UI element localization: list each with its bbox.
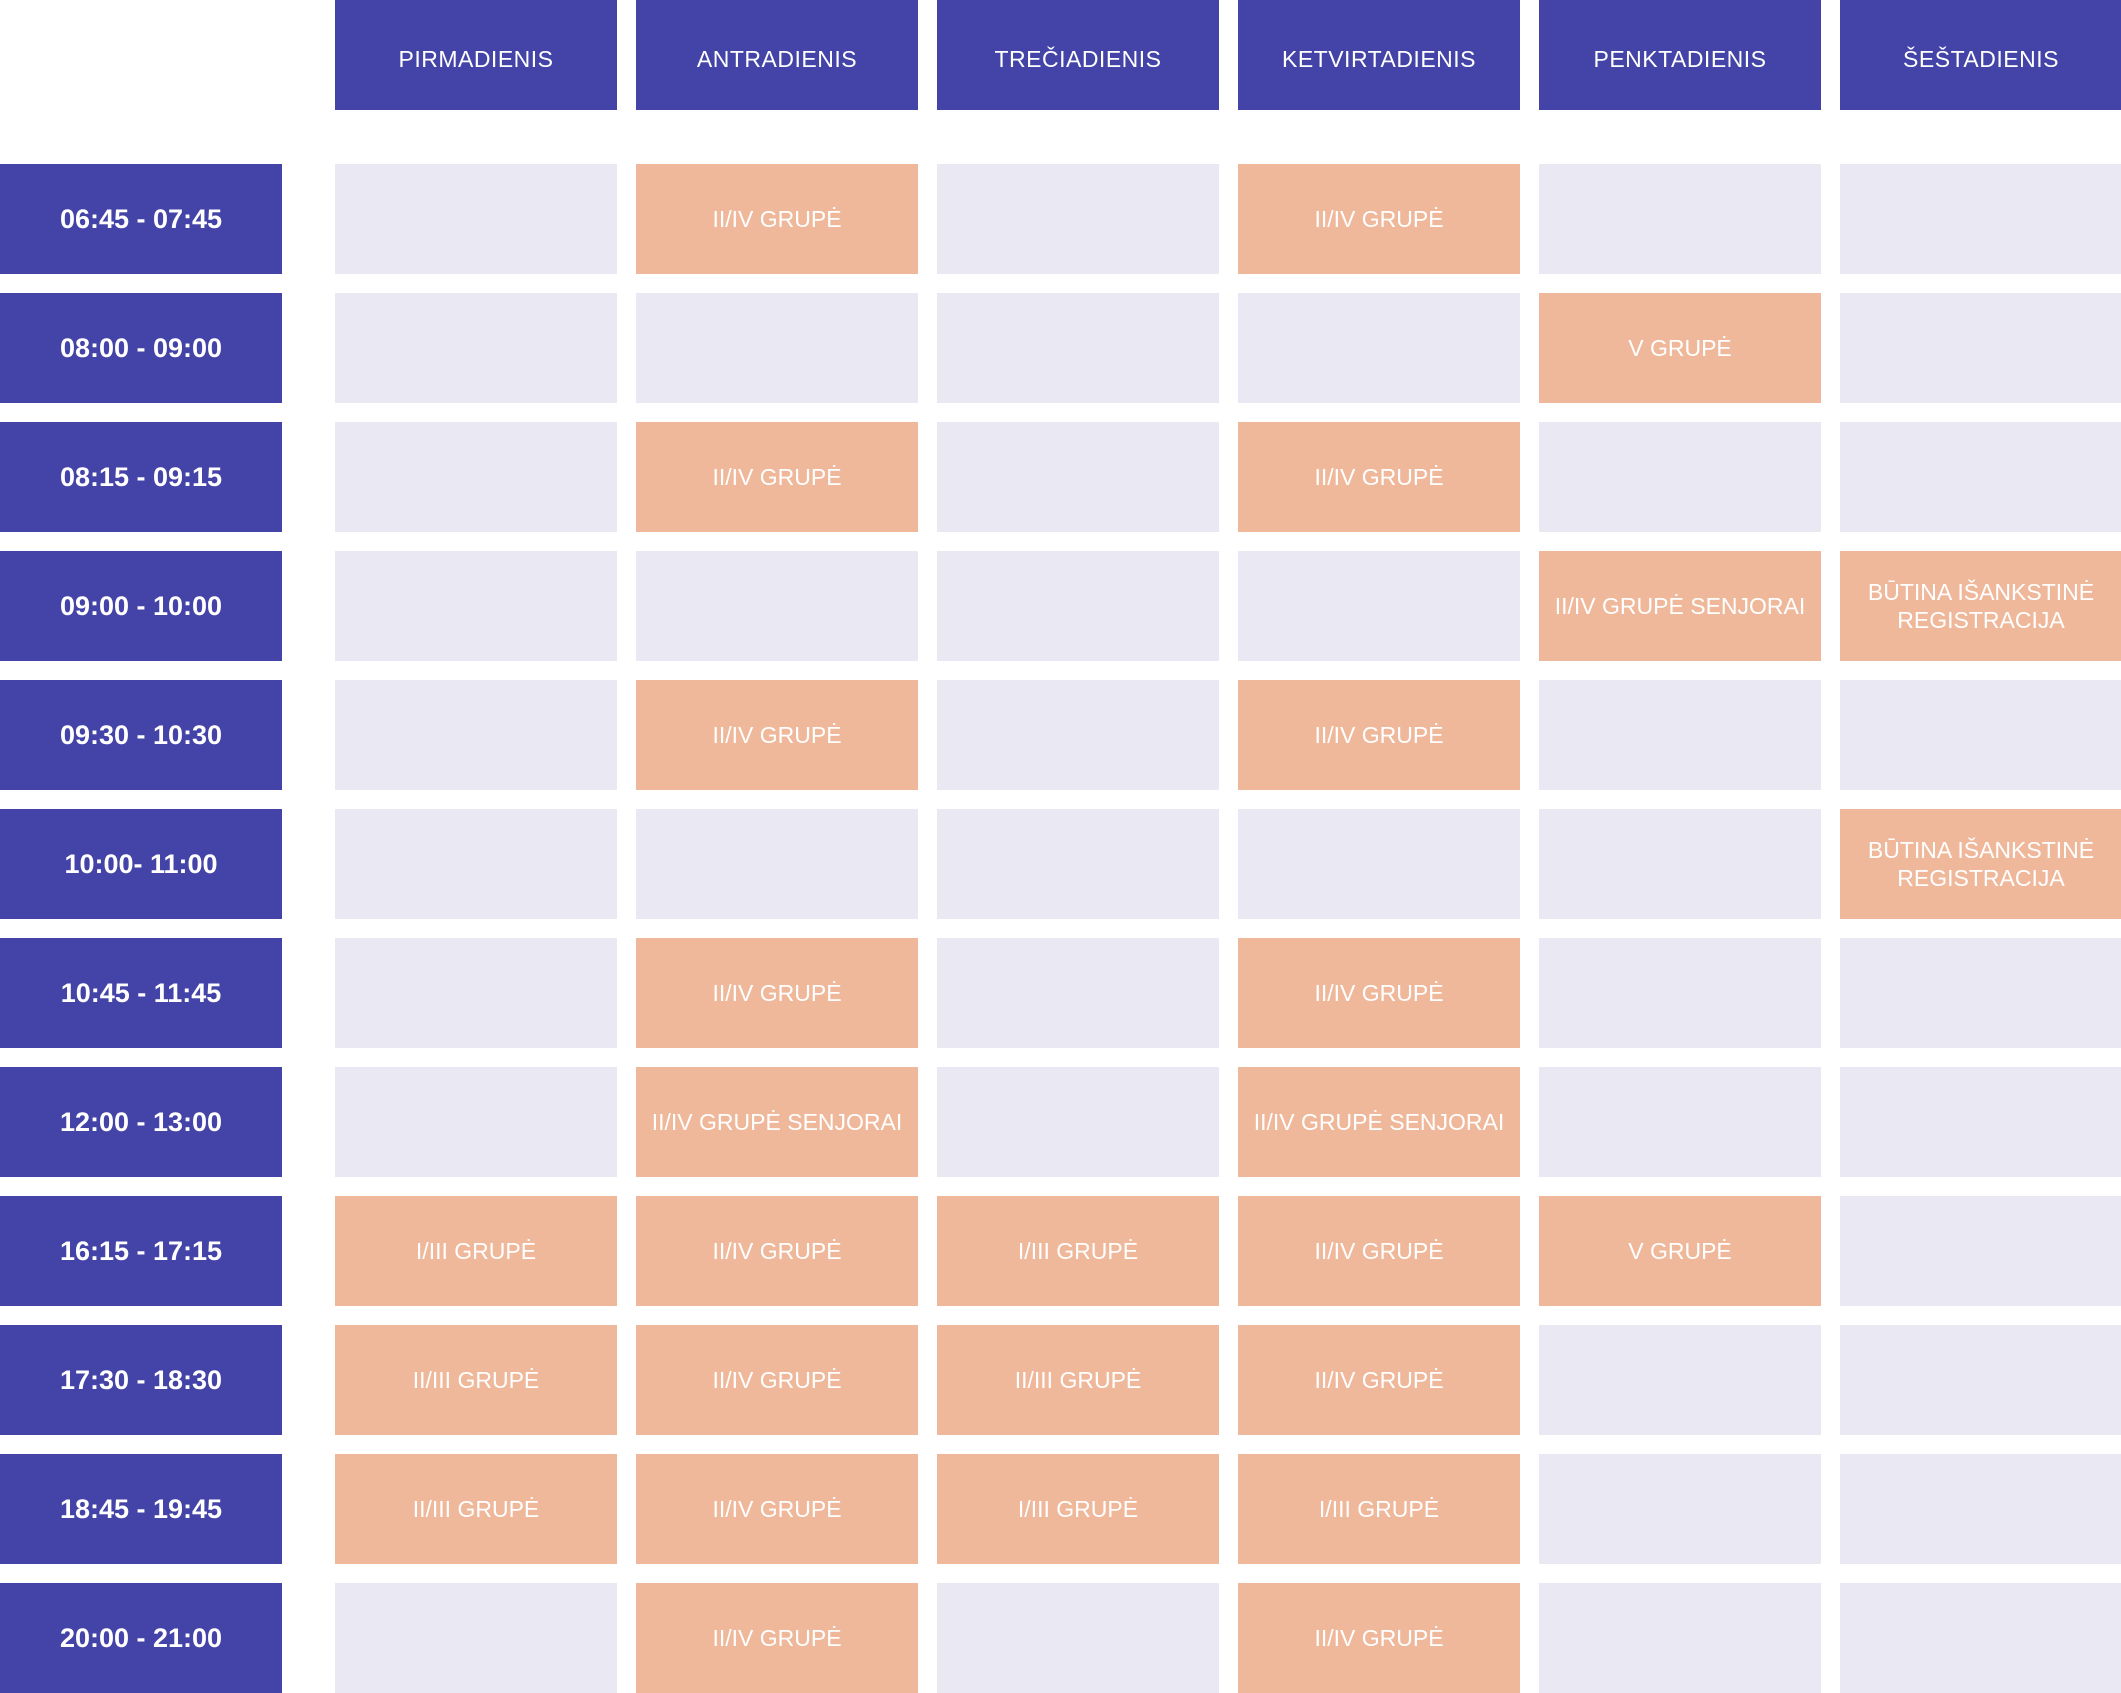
empty-schedule-cell xyxy=(1238,293,1520,403)
empty-schedule-cell xyxy=(1539,1325,1821,1435)
day-header-treciadienis: TREČIADIENIS xyxy=(937,0,1219,110)
empty-schedule-cell xyxy=(1840,422,2121,532)
empty-schedule-cell xyxy=(1238,809,1520,919)
empty-schedule-cell xyxy=(1840,1454,2121,1564)
empty-schedule-cell xyxy=(335,551,617,661)
time-slot-label: 18:45 - 19:45 xyxy=(0,1454,282,1564)
time-slot-label: 09:00 - 10:00 xyxy=(0,551,282,661)
empty-schedule-cell xyxy=(335,938,617,1048)
class-session-cell[interactable]: II/III GRUPĖ xyxy=(335,1454,617,1564)
class-session-cell[interactable]: BŪTINA IŠANKSTINĖ REGISTRACIJA xyxy=(1840,551,2121,661)
empty-schedule-cell xyxy=(1539,422,1821,532)
empty-schedule-cell xyxy=(335,680,617,790)
empty-schedule-cell xyxy=(1539,1583,1821,1693)
class-session-cell[interactable]: II/IV GRUPĖ xyxy=(1238,938,1520,1048)
empty-schedule-cell xyxy=(937,293,1219,403)
class-session-cell[interactable]: II/IV GRUPĖ xyxy=(636,938,918,1048)
empty-schedule-cell xyxy=(937,680,1219,790)
class-session-cell[interactable]: II/IV GRUPĖ xyxy=(1238,422,1520,532)
empty-schedule-cell xyxy=(1840,1325,2121,1435)
empty-schedule-cell xyxy=(1539,1067,1821,1177)
day-header-pirmadienis: PIRMADIENIS xyxy=(335,0,617,110)
empty-schedule-cell xyxy=(937,422,1219,532)
time-slot-label: 17:30 - 18:30 xyxy=(0,1325,282,1435)
class-session-cell[interactable]: II/IV GRUPĖ xyxy=(636,422,918,532)
time-slot-label: 09:30 - 10:30 xyxy=(0,680,282,790)
class-session-cell[interactable]: V GRUPĖ xyxy=(1539,293,1821,403)
empty-schedule-cell xyxy=(335,422,617,532)
empty-schedule-cell xyxy=(335,293,617,403)
empty-schedule-cell xyxy=(937,938,1219,1048)
class-session-cell[interactable]: II/IV GRUPĖ xyxy=(1238,680,1520,790)
class-session-cell[interactable]: I/III GRUPĖ xyxy=(937,1454,1219,1564)
class-session-cell[interactable]: I/III GRUPĖ xyxy=(1238,1454,1520,1564)
class-session-cell[interactable]: BŪTINA IŠANKSTINĖ REGISTRACIJA xyxy=(1840,809,2121,919)
empty-schedule-cell xyxy=(937,1583,1219,1693)
class-session-cell[interactable]: II/IV GRUPĖ xyxy=(1238,1325,1520,1435)
empty-schedule-cell xyxy=(335,1583,617,1693)
empty-schedule-cell xyxy=(335,164,617,274)
day-header-antradienis: ANTRADIENIS xyxy=(636,0,918,110)
class-session-cell[interactable]: II/IV GRUPĖ xyxy=(1238,1196,1520,1306)
empty-schedule-cell xyxy=(937,1067,1219,1177)
empty-schedule-cell xyxy=(1539,680,1821,790)
class-session-cell[interactable]: II/IV GRUPĖ xyxy=(636,680,918,790)
class-session-cell[interactable]: II/IV GRUPĖ xyxy=(1238,1583,1520,1693)
empty-schedule-cell xyxy=(636,809,918,919)
time-slot-label: 08:15 - 09:15 xyxy=(0,422,282,532)
empty-schedule-cell xyxy=(937,809,1219,919)
day-header-sestadienis: ŠEŠTADIENIS xyxy=(1840,0,2121,110)
time-slot-label: 08:00 - 09:00 xyxy=(0,293,282,403)
time-slot-label: 20:00 - 21:00 xyxy=(0,1583,282,1693)
class-session-cell[interactable]: II/IV GRUPĖ xyxy=(636,1325,918,1435)
empty-schedule-cell xyxy=(1539,809,1821,919)
empty-schedule-cell xyxy=(335,1067,617,1177)
class-session-cell[interactable]: II/IV GRUPĖ xyxy=(1238,164,1520,274)
empty-schedule-cell xyxy=(1840,164,2121,274)
class-session-cell[interactable]: II/III GRUPĖ xyxy=(335,1325,617,1435)
empty-schedule-cell xyxy=(937,164,1219,274)
class-session-cell[interactable]: I/III GRUPĖ xyxy=(937,1196,1219,1306)
class-session-cell[interactable]: II/IV GRUPĖ SENJORAI xyxy=(636,1067,918,1177)
day-header-penktadienis: PENKTADIENIS xyxy=(1539,0,1821,110)
class-session-cell[interactable]: II/IV GRUPĖ xyxy=(636,1454,918,1564)
empty-schedule-cell xyxy=(1840,938,2121,1048)
empty-schedule-cell xyxy=(335,809,617,919)
empty-schedule-cell xyxy=(1840,680,2121,790)
class-session-cell[interactable]: II/IV GRUPĖ xyxy=(636,1583,918,1693)
class-session-cell[interactable]: II/III GRUPĖ xyxy=(937,1325,1219,1435)
time-slot-label: 06:45 - 07:45 xyxy=(0,164,282,274)
empty-schedule-cell xyxy=(1840,1067,2121,1177)
time-slot-label: 12:00 - 13:00 xyxy=(0,1067,282,1177)
class-session-cell[interactable]: II/IV GRUPĖ SENJORAI xyxy=(1539,551,1821,661)
class-session-cell[interactable]: II/IV GRUPĖ SENJORAI xyxy=(1238,1067,1520,1177)
class-session-cell[interactable]: II/IV GRUPĖ xyxy=(636,1196,918,1306)
empty-schedule-cell xyxy=(1238,551,1520,661)
class-session-cell[interactable]: V GRUPĖ xyxy=(1539,1196,1821,1306)
empty-schedule-cell xyxy=(1840,293,2121,403)
day-header-ketvirtadienis: KETVIRTADIENIS xyxy=(1238,0,1520,110)
time-slot-label: 16:15 - 17:15 xyxy=(0,1196,282,1306)
empty-schedule-cell xyxy=(937,551,1219,661)
empty-schedule-cell xyxy=(636,551,918,661)
empty-schedule-cell xyxy=(1840,1196,2121,1306)
empty-schedule-cell xyxy=(1539,1454,1821,1564)
class-session-cell[interactable]: I/III GRUPĖ xyxy=(335,1196,617,1306)
time-slot-label: 10:00- 11:00 xyxy=(0,809,282,919)
time-slot-label: 10:45 - 11:45 xyxy=(0,938,282,1048)
empty-schedule-cell xyxy=(636,293,918,403)
class-session-cell[interactable]: II/IV GRUPĖ xyxy=(636,164,918,274)
empty-schedule-cell xyxy=(1539,164,1821,274)
empty-schedule-cell xyxy=(1539,938,1821,1048)
empty-schedule-cell xyxy=(1840,1583,2121,1693)
